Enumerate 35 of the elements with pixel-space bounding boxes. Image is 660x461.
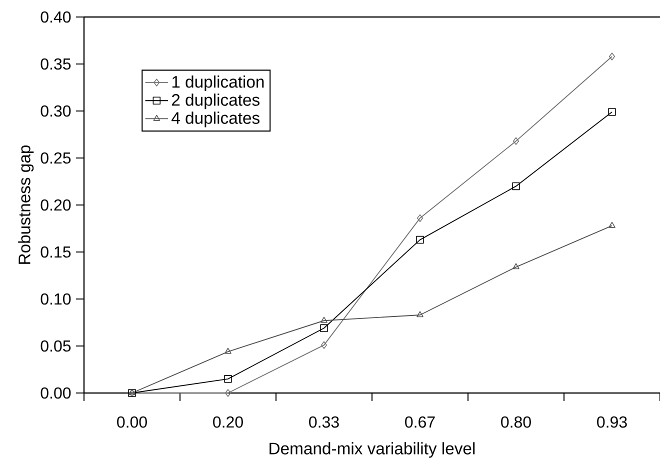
y-axis-title: Robustness gap <box>18 146 34 264</box>
x-tick-label: 0.93 <box>597 416 627 428</box>
point <box>321 341 327 349</box>
y-tick-label: 0.40 <box>40 11 71 23</box>
y-tick-label: 0.30 <box>40 105 71 117</box>
point <box>512 182 520 190</box>
point <box>512 263 520 270</box>
point <box>417 214 423 222</box>
point <box>224 375 232 383</box>
y-tick-label: 0.05 <box>40 340 71 352</box>
x-tick-label: 0.67 <box>405 416 435 428</box>
y-tick-label: 0.35 <box>40 58 71 70</box>
point <box>608 222 616 228</box>
point <box>320 324 328 332</box>
point <box>224 348 232 354</box>
y-tick-label: 0.10 <box>40 293 71 305</box>
point <box>416 311 424 318</box>
y-tick-label: 0.20 <box>40 199 71 211</box>
x-tick-label: 0.20 <box>213 416 243 428</box>
y-tick-label: 0.25 <box>40 152 71 164</box>
point <box>416 236 424 244</box>
legend-label: 4 duplicates <box>172 112 260 128</box>
point <box>225 389 231 397</box>
y-tick-label: 0.00 <box>40 387 71 399</box>
point <box>320 316 328 323</box>
x-tick-label: 0.33 <box>309 416 339 428</box>
legend-label: 2 duplicates <box>172 94 260 110</box>
x-tick-label: 0.80 <box>501 416 531 428</box>
legend-label: 1 duplication <box>172 76 264 92</box>
point <box>608 52 615 60</box>
x-tick-label: 0.00 <box>117 416 147 428</box>
x-axis-title: Demand-mix variability level <box>270 442 475 458</box>
y-tick-label: 0.15 <box>40 246 71 258</box>
point <box>608 108 616 116</box>
point <box>512 137 519 145</box>
